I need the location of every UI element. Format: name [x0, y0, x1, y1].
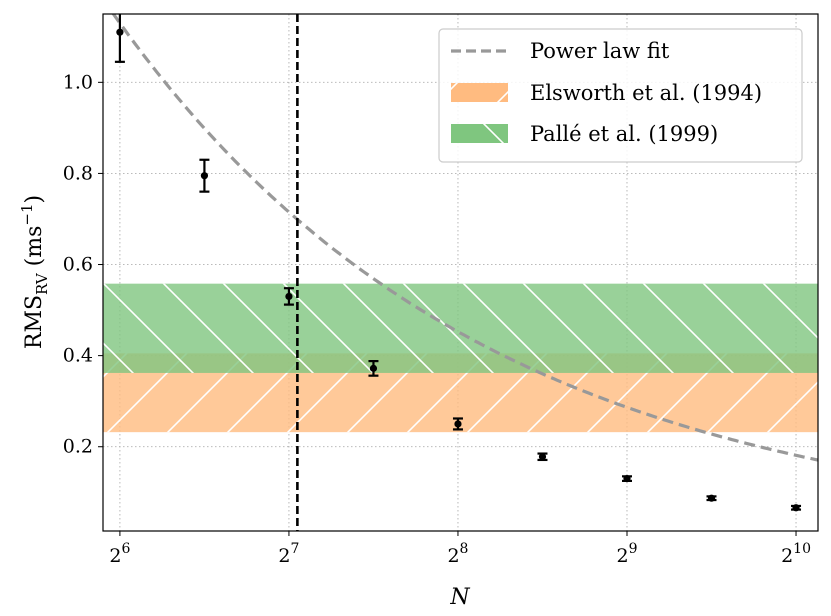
- data-point-3: [369, 364, 378, 372]
- y-axis-label-main: RMS: [22, 295, 47, 349]
- legend-label-fit: Power law fit: [530, 39, 670, 63]
- data-point-0: [116, 28, 124, 36]
- y-axis-label: RMSRV (ms−1): [18, 195, 51, 349]
- data-point-2: [285, 292, 293, 301]
- data-point-7: [707, 494, 716, 502]
- x-tick-label-2: 28: [447, 541, 468, 567]
- y-tick-label-2: 0.6: [63, 254, 93, 276]
- legend-label-palle: Pallé et al. (1999): [530, 122, 718, 146]
- band-hatch-1: [103, 283, 818, 373]
- data-points: [114, 14, 802, 512]
- legend-swatch-palle-hatch: [451, 124, 508, 143]
- y-tick-label-0: 0.2: [63, 436, 93, 458]
- data-point-5: [538, 453, 547, 461]
- legend: Power law fit Elsworth et al. (1994) Pal…: [438, 28, 803, 163]
- x-tick-label-3: 29: [616, 541, 637, 567]
- x-axis-ticks: 26 27 28 29 210: [109, 531, 811, 567]
- x-tick-label-0: 26: [109, 541, 130, 567]
- data-point-4: [454, 420, 462, 428]
- x-axis-label: N: [449, 585, 470, 610]
- y-tick-label-3: 0.8: [63, 162, 93, 184]
- legend-swatch-elsworth-hatch: [451, 83, 508, 102]
- fit-line: [111, 14, 818, 462]
- x-tick-label-1: 27: [278, 541, 299, 567]
- legend-label-elsworth: Elsworth et al. (1994): [530, 81, 762, 105]
- y-axis-ticks: 0.2 0.4 0.6 0.8 1.0: [63, 71, 103, 458]
- y-tick-label-4: 1.0: [63, 71, 93, 93]
- legend-box: [438, 28, 803, 163]
- bands: [103, 283, 818, 433]
- y-axis-label-unit-open: (ms: [22, 226, 47, 274]
- y-tick-label-1: 0.4: [63, 345, 93, 367]
- x-tick-label-4: 210: [781, 541, 811, 567]
- data-point-1: [200, 172, 209, 180]
- data-point-8: [792, 504, 800, 512]
- y-axis-label-unit-sup: −1: [18, 203, 36, 225]
- data-point-6: [623, 475, 631, 483]
- y-axis-label-sub: RV: [33, 272, 51, 295]
- y-axis-label-unit-close: ): [22, 195, 47, 204]
- plot-frame: [102, 13, 819, 532]
- power-law-fit: [111, 14, 818, 462]
